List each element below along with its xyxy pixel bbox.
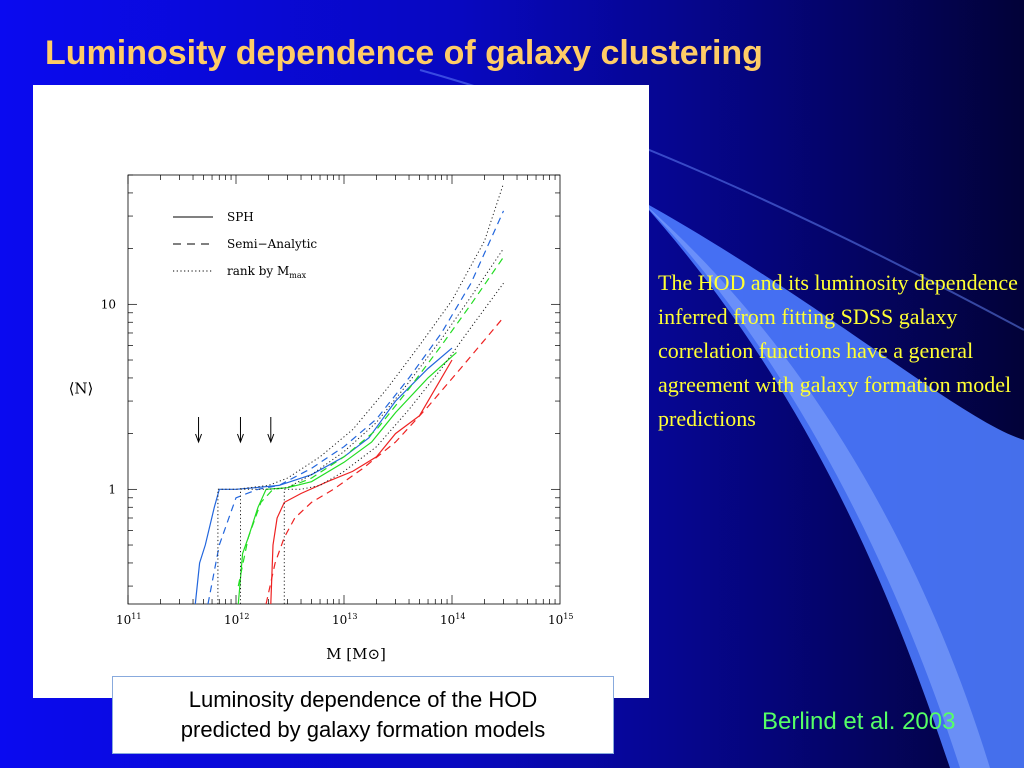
series-line-5	[237, 256, 504, 587]
legend-label: Semi−Analytic	[227, 237, 317, 251]
citation: Berlind et al. 2003	[762, 708, 956, 735]
series-line-9	[283, 282, 504, 604]
arrow-head	[195, 433, 203, 444]
y-axis-label: ⟨N⟩	[69, 380, 94, 398]
series-line-7	[270, 359, 453, 605]
y-tick-label: 1	[108, 482, 116, 496]
figure-panel: SPH Semi−Analytic rank by Mmax 1011 1012 101…	[33, 85, 649, 698]
series-line-6	[240, 248, 504, 604]
series-line-3	[217, 183, 504, 604]
arrow-head	[237, 433, 244, 444]
x-tick-label: 1012	[224, 612, 249, 627]
series-line-4	[237, 351, 457, 605]
x-tick-label: 1011	[116, 612, 141, 627]
plot-frame	[127, 174, 561, 605]
series-line-1	[194, 347, 453, 605]
x-axis-label: M [M⊙]	[326, 645, 386, 663]
body-text: The HOD and its luminosity dependence in…	[658, 270, 1018, 431]
legend-label: rank by Mmax	[227, 264, 307, 280]
y-tick-label: 10	[101, 297, 116, 311]
x-tick-label: 1013	[332, 612, 357, 627]
series-line-8	[265, 317, 504, 605]
caption-line-1: Luminosity dependence of the HOD	[188, 687, 538, 712]
arrow-head	[267, 433, 275, 444]
figure-caption: Luminosity dependence of the HOD predict…	[112, 676, 614, 754]
x-tick-label: 1014	[440, 612, 465, 627]
caption-line-2: predicted by galaxy formation models	[180, 717, 546, 742]
legend-label: SPH	[227, 210, 254, 224]
series-line-2	[207, 210, 505, 605]
slide-title: Luminosity dependence of galaxy clusteri…	[45, 34, 763, 72]
x-tick-label: 1015	[548, 612, 573, 627]
